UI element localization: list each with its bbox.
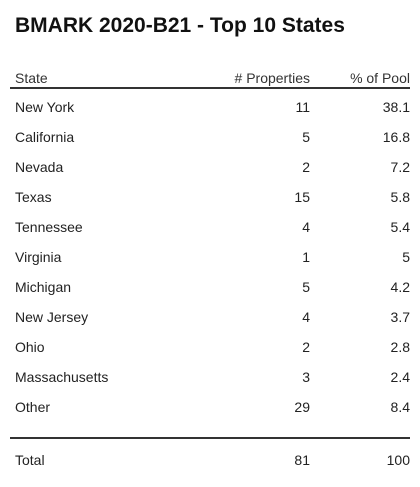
cell-properties: 11 bbox=[295, 99, 310, 115]
cell-pool: 5.4 bbox=[390, 219, 410, 235]
cell-pool: 5 bbox=[402, 249, 410, 265]
table-row: Ohio 2 2.8 bbox=[10, 332, 410, 362]
cell-state: Tennessee bbox=[15, 219, 83, 235]
cell-pool: 7.2 bbox=[390, 159, 410, 175]
table-row: Texas 15 5.8 bbox=[10, 182, 410, 212]
cell-properties: 1 bbox=[302, 249, 310, 265]
table-body: New York 11 38.1 California 5 16.8 Nevada 2 7.2 T… bbox=[10, 89, 410, 422]
table-row: New York 11 38.1 bbox=[10, 92, 410, 122]
cell-state: Other bbox=[15, 399, 51, 415]
header-properties: # Properties bbox=[234, 70, 310, 86]
cell-state: Ohio bbox=[15, 339, 45, 355]
table-header: State # Properties % of Pool bbox=[10, 62, 410, 89]
total-row: Total 81 100 bbox=[10, 437, 410, 479]
cell-properties: 5 bbox=[302, 129, 310, 145]
table-row: Tennessee 4 5.4 bbox=[10, 212, 410, 242]
cell-properties: 15 bbox=[294, 189, 310, 205]
cell-properties: 2 bbox=[302, 339, 310, 355]
cell-pool: 5.8 bbox=[390, 189, 410, 205]
cell-state: California bbox=[15, 129, 75, 145]
cell-properties: 29 bbox=[294, 399, 310, 415]
cell-properties: 4 bbox=[302, 309, 310, 325]
total-properties: 81 bbox=[294, 452, 310, 468]
table-row: Other 29 8.4 bbox=[10, 392, 410, 422]
cell-state: Virginia bbox=[15, 249, 62, 265]
table-row: Nevada 2 7.2 bbox=[10, 152, 410, 182]
total-label: Total bbox=[15, 452, 45, 468]
cell-state: Michigan bbox=[15, 279, 72, 295]
cell-properties: 4 bbox=[302, 219, 310, 235]
cell-pool: 16.8 bbox=[382, 129, 410, 145]
cell-state: New York bbox=[15, 99, 75, 115]
table-row: Massachusetts 3 2.4 bbox=[10, 362, 410, 392]
table-row: Virginia 1 5 bbox=[10, 242, 410, 272]
cell-pool: 8.4 bbox=[390, 399, 410, 415]
header-pool: % of Pool bbox=[350, 70, 410, 86]
chart-title: BMARK 2020-B21 - Top 10 States bbox=[15, 14, 345, 37]
cell-state: Massachusetts bbox=[15, 369, 109, 385]
table-row: New Jersey 4 3.7 bbox=[10, 302, 410, 332]
cell-pool: 38.1 bbox=[382, 99, 410, 115]
cell-state: Texas bbox=[15, 189, 52, 205]
table-row: California 5 16.8 bbox=[10, 122, 410, 152]
cell-pool: 2.8 bbox=[390, 339, 410, 355]
states-table: State # Properties % of Pool New York 11 3… bbox=[10, 62, 410, 479]
cell-pool: 4.2 bbox=[390, 279, 410, 295]
cell-pool: 3.7 bbox=[390, 309, 410, 325]
table-row: Michigan 5 4.2 bbox=[10, 272, 410, 302]
cell-state: Nevada bbox=[15, 159, 64, 175]
cell-properties: 3 bbox=[302, 369, 310, 385]
cell-state: New Jersey bbox=[15, 309, 89, 325]
cell-pool: 2.4 bbox=[390, 369, 410, 385]
cell-properties: 5 bbox=[302, 279, 310, 295]
cell-properties: 2 bbox=[302, 159, 310, 175]
total-pool: 100 bbox=[386, 452, 410, 468]
header-state: State bbox=[15, 70, 48, 86]
